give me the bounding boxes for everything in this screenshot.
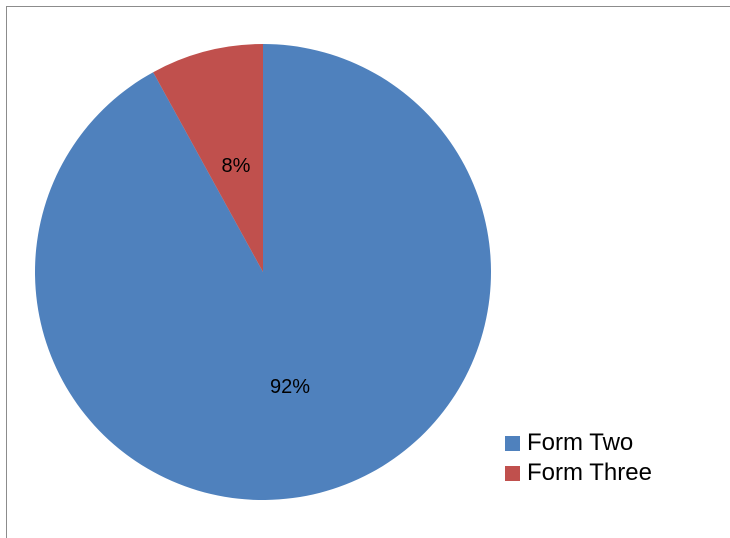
pie-slice-form-three (153, 44, 263, 272)
legend-label-form-two: Form Two (527, 429, 634, 456)
legend-item-form-three: Form Three (505, 458, 652, 488)
data-label-form-three: 8% (222, 155, 251, 177)
legend-swatch-form-three (505, 465, 520, 481)
legend-label-form-three: Form Three (527, 459, 652, 486)
data-label-form-two: 92% (270, 376, 310, 398)
legend-swatch-form-two (505, 435, 520, 451)
legend-item-form-two: Form Two (505, 428, 652, 458)
legend: Form Two Form Three (505, 428, 652, 488)
